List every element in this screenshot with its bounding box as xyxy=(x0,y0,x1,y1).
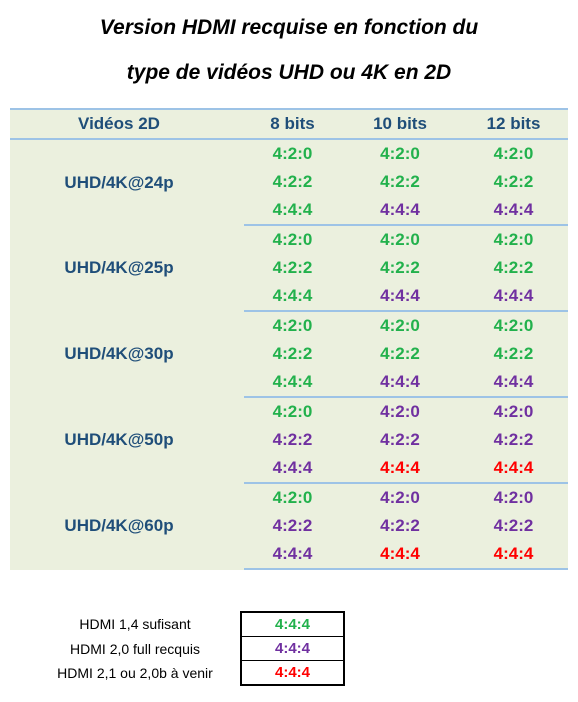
chroma-cell-10-bits: 4:4:4 xyxy=(341,540,459,570)
chroma-cell-8-bits: 4:2:0 xyxy=(272,230,313,249)
chroma-cell-10-bits: 4:2:0 xyxy=(380,316,420,335)
resolution-label: UHD/4K@30p xyxy=(64,344,174,363)
page-title-line-1: Version HDMI recquise en fonction du xyxy=(99,16,479,39)
table-row: 4:2:2 4:2:2 4:2:2 xyxy=(10,254,568,282)
legend-label: HDMI 2,0 full recquis xyxy=(70,640,200,657)
chroma-cell-8-bits: 4:2:2 xyxy=(272,430,313,449)
chroma-cell-8-bits: 4:4:4 xyxy=(244,540,341,570)
chroma-cell-8-bits: 4:2:0 xyxy=(272,488,313,507)
chroma-cell-10-bits: 4:2:2 xyxy=(380,172,420,191)
chroma-cell-8-bits: 4:4:4 xyxy=(244,368,341,398)
chroma-cell-10-bits: 4:2:0 xyxy=(380,144,420,163)
color-legend: HDMI 1,4 sufisant 4:4:4 HDMI 2,0 full recq… xyxy=(30,611,345,686)
chroma-cell-12-bits: 4:2:2 xyxy=(493,344,534,363)
chroma-cell-12-bits: 4:4:4 xyxy=(459,196,568,226)
chroma-cell-8-bits: 4:2:2 xyxy=(272,258,313,277)
header-10-bits: 10 bits xyxy=(341,108,459,140)
chroma-cell-8-bits: 4:2:0 xyxy=(272,316,313,335)
chroma-cell-10-bits: 4:4:4 xyxy=(341,196,459,226)
chroma-cell-8-bits: 4:4:4 xyxy=(244,282,341,312)
chroma-cell-12-bits: 4:4:4 xyxy=(459,282,568,312)
chroma-cell-10-bits: 4:2:2 xyxy=(380,516,420,535)
chroma-cell-10-bits: 4:4:4 xyxy=(341,368,459,398)
chroma-cell-10-bits: 4:2:0 xyxy=(380,230,420,249)
legend-row: HDMI 1,4 sufisant 4:4:4 xyxy=(30,611,345,637)
legend-label: HDMI 2,1 ou 2,0b à venir xyxy=(57,664,213,681)
table-row: 4:2:2 4:2:2 4:2:2 xyxy=(10,340,568,368)
table-row: 4:4:4 4:4:4 4:4:4 xyxy=(10,196,568,226)
legend-label: HDMI 1,4 sufisant xyxy=(79,616,191,633)
table-row: UHD/4K@25p 4:2:0 4:2:0 4:2:0 xyxy=(10,225,568,277)
resolution-label: UHD/4K@25p xyxy=(64,258,174,277)
legend-row: HDMI 2,0 full recquis 4:4:4 xyxy=(30,636,345,661)
table-row: 4:2:2 4:2:2 4:2:2 xyxy=(10,426,568,454)
resolution-label: UHD/4K@24p xyxy=(64,172,174,192)
legend-swatch-value: 4:4:4 xyxy=(240,636,345,661)
header-videos-2d: Vidéos 2D xyxy=(10,108,244,140)
table-row: 4:4:4 4:4:4 4:4:4 xyxy=(10,282,568,312)
chroma-cell-12-bits: 4:2:2 xyxy=(493,172,534,191)
chroma-cell-12-bits: 4:4:4 xyxy=(459,368,568,398)
chroma-cell-8-bits: 4:2:0 xyxy=(272,144,313,163)
page-title-line-2: type de vidéos UHD ou 4K en 2D xyxy=(126,61,452,84)
resolution-label: UHD/4K@50p xyxy=(64,430,174,449)
table-row: UHD/4K@60p 4:2:0 4:2:0 4:2:0 xyxy=(10,483,568,535)
chroma-cell-8-bits: 4:4:4 xyxy=(244,196,341,226)
table-row: UHD/4K@24p 4:2:0 4:2:0 4:2:0 xyxy=(10,139,568,192)
chroma-cell-10-bits: 4:4:4 xyxy=(341,282,459,312)
chroma-cell-12-bits: 4:2:0 xyxy=(493,230,534,249)
table-row: 4:2:2 4:2:2 4:2:2 xyxy=(10,512,568,540)
hdmi-version-table: Vidéos 2D 8 bits 10 bits 12 bits UHD/4K@… xyxy=(10,108,568,570)
chroma-cell-10-bits: 4:2:2 xyxy=(380,258,420,277)
chroma-cell-8-bits: 4:2:2 xyxy=(272,344,313,363)
chroma-cell-10-bits: 4:4:4 xyxy=(341,454,459,484)
header-8-bits: 8 bits xyxy=(244,108,341,140)
chroma-cell-8-bits: 4:2:2 xyxy=(272,172,313,191)
legend-swatch-value: 4:4:4 xyxy=(240,611,345,637)
table-row: 4:4:4 4:4:4 4:4:4 xyxy=(10,454,568,484)
chroma-cell-8-bits: 4:4:4 xyxy=(244,454,341,484)
resolution-label: UHD/4K@60p xyxy=(64,516,174,535)
chroma-cell-8-bits: 4:2:0 xyxy=(272,402,313,421)
chroma-cell-12-bits: 4:2:0 xyxy=(493,144,534,163)
chroma-cell-12-bits: 4:2:0 xyxy=(493,402,534,421)
chroma-cell-10-bits: 4:2:2 xyxy=(380,344,420,363)
chroma-cell-12-bits: 4:4:4 xyxy=(459,454,568,484)
chroma-cell-12-bits: 4:2:2 xyxy=(493,258,534,277)
chroma-cell-12-bits: 4:2:2 xyxy=(493,430,534,449)
table-row: UHD/4K@30p 4:2:0 4:2:0 4:2:0 xyxy=(10,311,568,363)
table-row: UHD/4K@50p 4:2:0 4:2:0 4:2:0 xyxy=(10,397,568,449)
chroma-cell-12-bits: 4:2:0 xyxy=(493,488,534,507)
table-header-row: Vidéos 2D 8 bits 10 bits 12 bits xyxy=(10,108,568,140)
chroma-cell-12-bits: 4:2:0 xyxy=(493,316,534,335)
table-row: 4:4:4 4:4:4 4:4:4 xyxy=(10,540,568,570)
chroma-cell-10-bits: 4:2:0 xyxy=(380,402,420,421)
chroma-cell-12-bits: 4:4:4 xyxy=(459,540,568,570)
legend-row: HDMI 2,1 ou 2,0b à venir 4:4:4 xyxy=(30,660,345,686)
chroma-cell-10-bits: 4:2:2 xyxy=(380,430,420,449)
chroma-cell-8-bits: 4:2:2 xyxy=(272,516,313,535)
chroma-cell-12-bits: 4:2:2 xyxy=(493,516,534,535)
table-row: 4:2:2 4:2:2 4:2:2 xyxy=(10,168,568,196)
header-12-bits: 12 bits xyxy=(459,108,568,140)
chroma-cell-10-bits: 4:2:0 xyxy=(380,488,420,507)
legend-swatch-value: 4:4:4 xyxy=(240,660,345,686)
table-row: 4:4:4 4:4:4 4:4:4 xyxy=(10,368,568,398)
